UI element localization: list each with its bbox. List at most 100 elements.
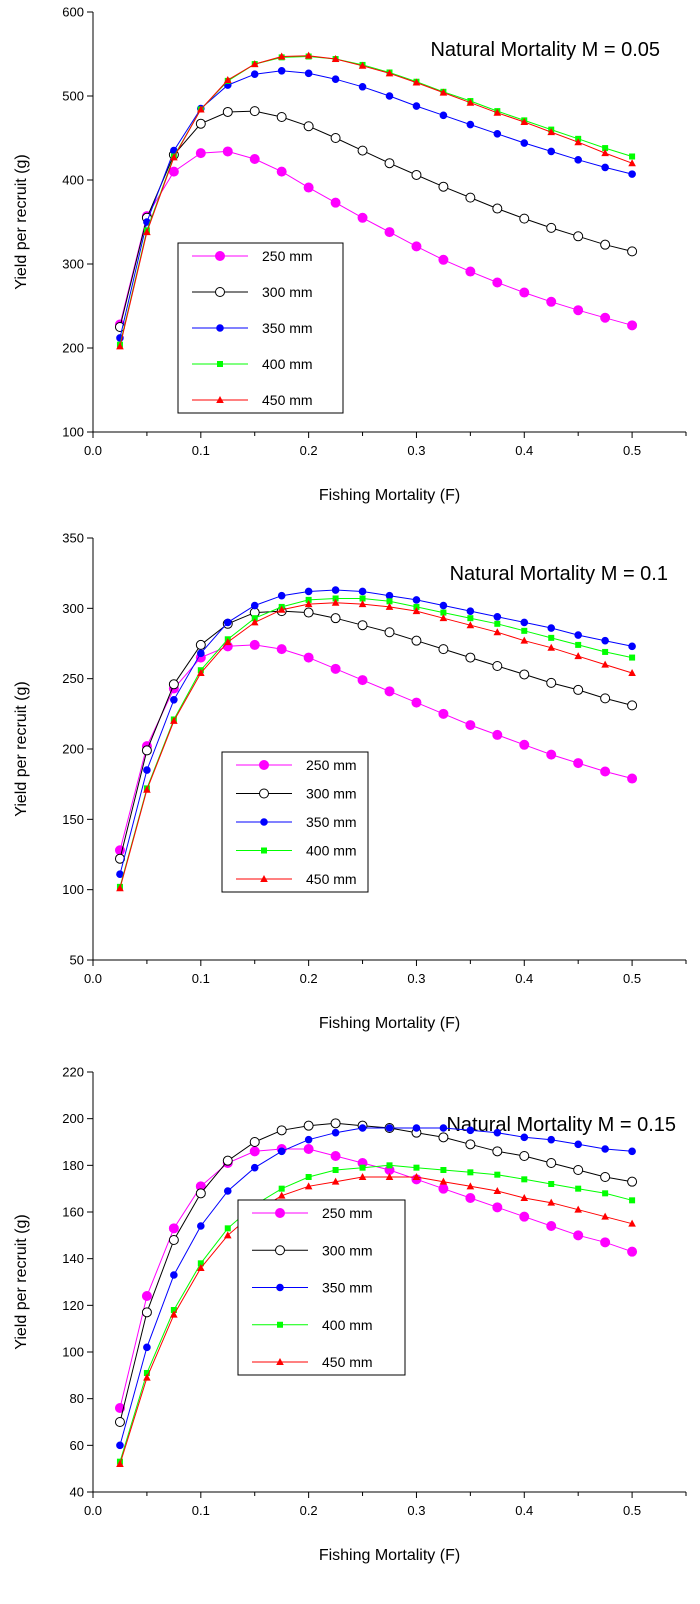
data-point [385,602,394,610]
data-point [519,213,530,224]
data-point [601,149,609,157]
data-point [357,145,368,156]
data-point [358,1173,367,1180]
data-point [197,1222,205,1230]
legend-swatch-marker [216,396,224,403]
data-point [627,700,638,711]
data-point [546,1158,557,1168]
series-line [119,1176,633,1465]
data-point [332,595,339,602]
y-tick-label: 180 [62,1158,84,1173]
data-point [331,75,340,83]
data-point [573,1165,584,1175]
x-tick-label: 0.2 [300,971,318,986]
y-tick-label: 100 [62,882,84,897]
data-point [168,166,179,177]
data-point [170,1307,177,1313]
x-tick-label: 0.5 [623,971,641,986]
data-point [601,1145,609,1153]
data-point [438,1132,449,1143]
data-point [143,785,151,793]
data-point [277,1191,286,1199]
data-point [357,212,368,223]
x-tick-label: 0.0 [84,443,102,458]
data-point [412,596,421,604]
legend-swatch-marker [260,818,268,826]
data-point [384,227,395,238]
data-point [330,663,341,674]
y-tick-label: 200 [62,742,84,757]
legend-swatch-marker [261,847,267,854]
series-300-mm [114,606,638,864]
data-point [411,635,422,646]
legend-label: 250 mm [322,1205,373,1221]
y-tick-label: 80 [70,1391,84,1406]
chart-panel-2: 50 100 150 200 250 300 350 0.0 0.1 0.2 0.3 0.4 0.5 Fi… [13,531,687,1032]
legend-swatch-marker [259,760,269,770]
data-point [197,669,205,677]
data-point [250,70,259,78]
legend-label: 350 mm [262,320,313,336]
data-point [627,1176,638,1187]
data-point [492,729,503,740]
y-tick-label: 160 [62,1205,84,1220]
data-point [493,628,502,636]
legend-swatch-marker [276,1283,284,1292]
data-point [170,1310,178,1318]
y-tick-label: 600 [62,5,84,20]
data-point [276,644,287,655]
data-point [412,1173,421,1180]
data-point [601,636,609,645]
series-300-mm [114,1118,638,1427]
data-point [359,595,366,602]
data-point [439,111,448,120]
data-point [304,600,313,608]
data-point [278,1185,285,1192]
data-point [547,128,556,136]
data-point [466,1126,475,1135]
x-tick-label: 0.1 [192,443,210,458]
data-point [250,601,259,610]
data-point [195,639,206,650]
data-point [331,598,340,606]
data-point [330,133,341,143]
data-point [385,1173,394,1180]
series-250-mm [114,1144,638,1413]
series-line [119,55,633,347]
data-point [222,146,233,157]
legend-swatch-marker [260,875,268,882]
data-point [546,677,557,688]
data-point [358,61,367,69]
data-point [277,1147,286,1156]
legend-swatch-marker [215,251,225,261]
data-point [466,98,475,106]
data-point [384,627,395,638]
data-point [195,118,206,129]
data-point [600,239,611,250]
data-point [330,613,341,624]
legend-label: 400 mm [262,356,313,372]
data-point [116,870,124,878]
data-point [439,1124,448,1132]
data-point [573,684,584,695]
x-tick-label: 0.0 [84,1503,102,1518]
data-point [143,766,151,774]
chart-title: Natural Mortality M = 0.15 [446,1114,676,1136]
data-point [304,51,313,59]
data-point [358,587,367,596]
data-point [223,1231,232,1239]
data-point [143,228,151,236]
data-point [411,697,422,708]
data-point [114,1417,125,1427]
data-point [438,644,449,655]
data-point [277,591,286,600]
x-axis-title: Fishing Mortality (F) [319,1547,460,1564]
data-point [249,106,260,117]
data-point [602,145,609,152]
series-450-mm [116,598,636,892]
data-point [303,1144,314,1154]
data-point [116,1441,124,1450]
data-point [600,766,611,777]
data-point [547,1198,556,1206]
data-point [116,884,124,892]
